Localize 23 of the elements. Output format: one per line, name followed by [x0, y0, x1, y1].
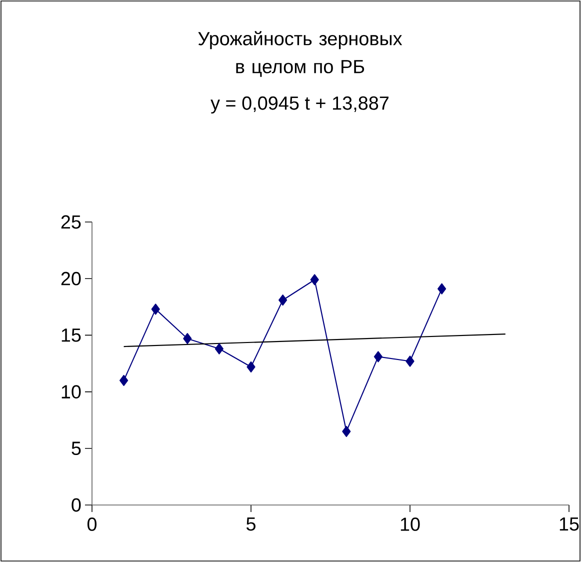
chart-title: Урожайность зерновых в целом по РБ: [198, 31, 402, 77]
x-tick-label: 15: [560, 518, 579, 531]
x-tick-label: 5: [246, 518, 256, 531]
y-tick-label: 20: [61, 272, 81, 286]
x-tick-label: 0: [87, 518, 97, 531]
y-tick-label: 25: [61, 215, 81, 229]
point: [374, 351, 383, 362]
y-tick-label: 5: [72, 442, 81, 456]
point: [406, 356, 414, 367]
text: y = 0,0945 t + 13,887: [210, 96, 388, 114]
point: [246, 361, 256, 372]
point: [278, 294, 288, 306]
y-tick-label: 0: [72, 498, 81, 512]
point: [438, 283, 446, 294]
y-tick-label: 10: [62, 385, 81, 399]
point: [151, 304, 160, 315]
point: [120, 374, 128, 386]
x-tick-label: 10: [400, 518, 420, 531]
point: [342, 426, 351, 437]
point: [183, 333, 192, 344]
point: [214, 343, 224, 354]
y-tick-label: 15: [62, 328, 81, 342]
point: [310, 274, 319, 286]
